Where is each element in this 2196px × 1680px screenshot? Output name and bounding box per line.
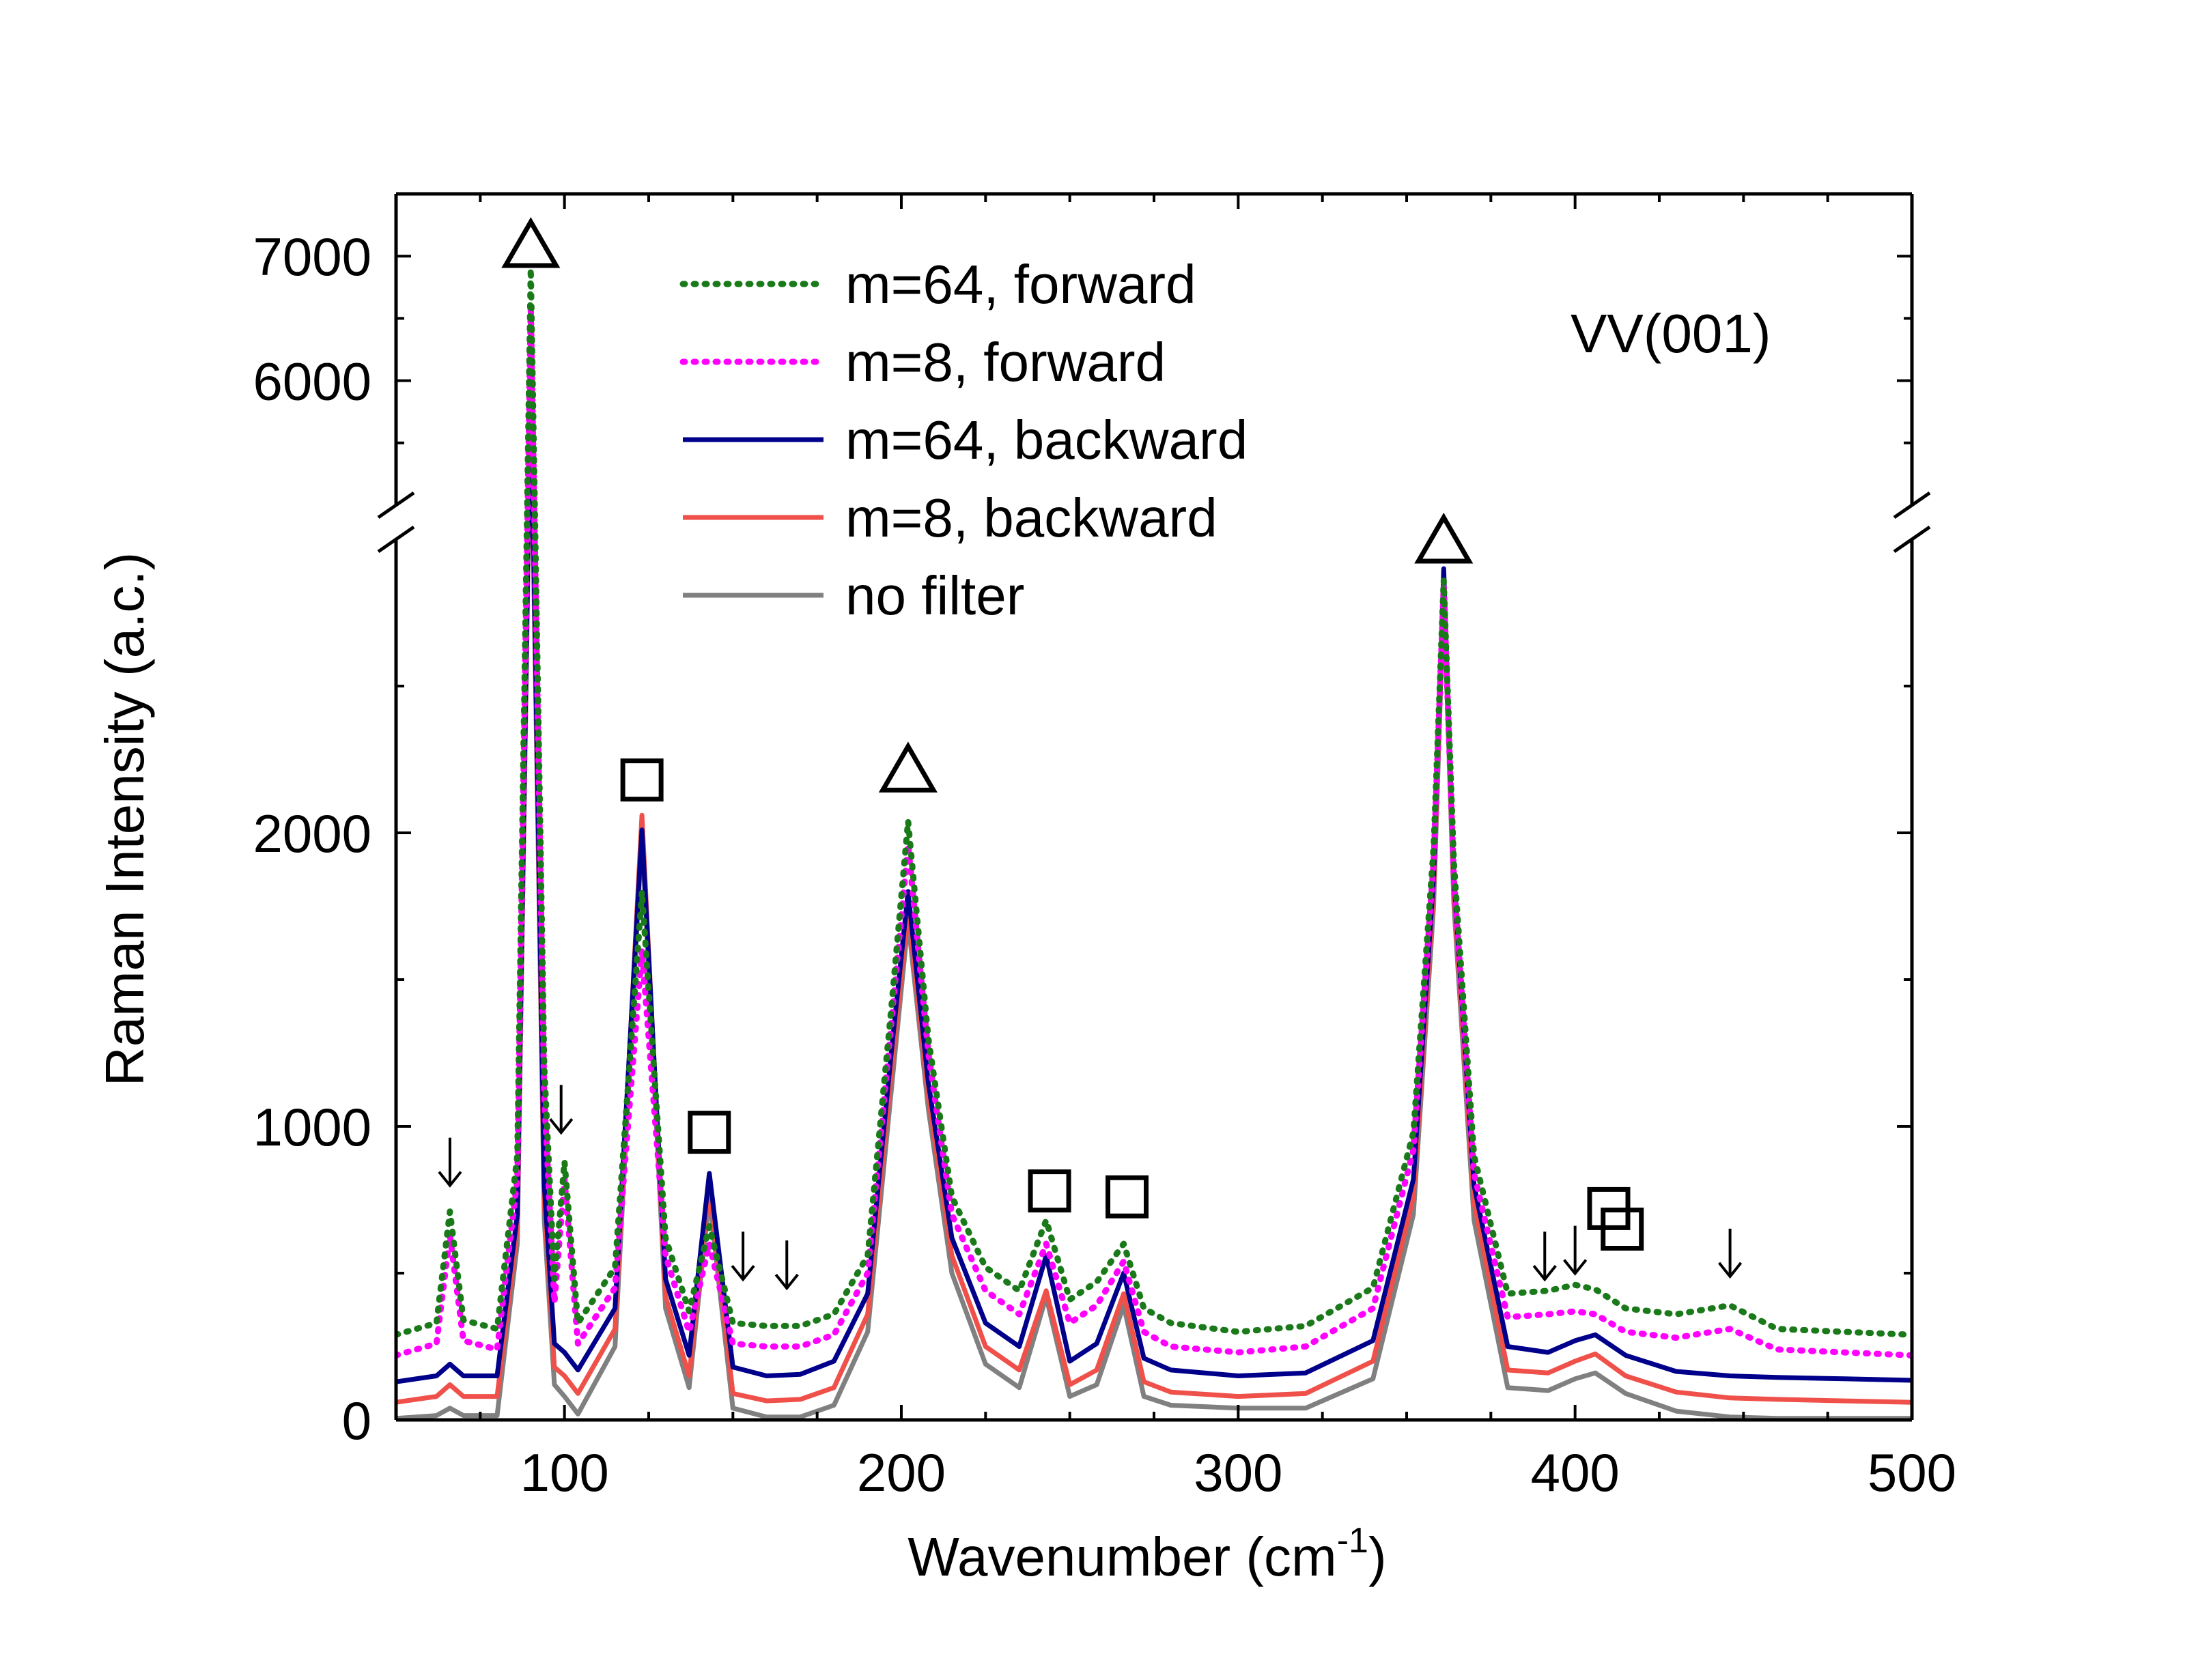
triangle-marker-6 (1414, 513, 1474, 564)
legend-label: m=8, forward (845, 332, 1166, 393)
right-break-mark-upper (1893, 491, 1931, 519)
y-axis-title: Raman Intensity (a.c.) (94, 552, 155, 1087)
x-tick-label: 400 (1531, 1442, 1620, 1503)
y-tick-label: 2000 (253, 803, 371, 864)
series-line-no-filter (396, 390, 1912, 1420)
square-marker-5 (1106, 1175, 1149, 1219)
legend-label: no filter (845, 565, 1024, 626)
series-line-m-8-forward (396, 302, 1912, 1358)
square-marker-8 (1601, 1208, 1644, 1251)
legend: m=64, forward m=8, forward m=64, backward m… (679, 254, 1248, 626)
series-line-m-64-backward (396, 372, 1912, 1384)
series-line-m-64-forward (396, 265, 1912, 1338)
x-tick-label: 200 (857, 1442, 946, 1503)
y-tick-label: 6000 (253, 352, 371, 412)
series-line-m-8-backward (396, 378, 1912, 1405)
right-break-mark-lower (1893, 525, 1931, 554)
arrow-marker-head-13 (1532, 1264, 1557, 1282)
x-axis-title: Wavenumber (cm-1) (907, 1521, 1386, 1587)
legend-label: m=64, backward (845, 410, 1248, 470)
arrow-marker-head-10 (549, 1117, 574, 1135)
legend-label: m=8, backward (845, 487, 1217, 548)
triangle-marker-0 (501, 216, 561, 268)
arrow-marker-head-9 (438, 1171, 462, 1188)
series-layer (396, 265, 1912, 1420)
y-tick-label: 7000 (253, 227, 371, 287)
square-marker-2 (688, 1111, 731, 1154)
marker-layer (438, 216, 1743, 1291)
arrow-marker-head-15 (1718, 1262, 1743, 1279)
y-tick-label: 0 (342, 1391, 371, 1451)
x-tick-label: 500 (1868, 1442, 1956, 1503)
x-tick-label: 300 (1194, 1442, 1282, 1503)
arrow-marker-head-12 (774, 1273, 799, 1291)
legend-label: m=64, forward (845, 254, 1196, 315)
square-marker-1 (620, 758, 664, 802)
left-break-mark-lower (377, 525, 415, 554)
square-marker-4 (1028, 1169, 1071, 1213)
x-axis-title-main: Wavenumber (cm (907, 1526, 1336, 1587)
arrow-marker-head-11 (731, 1264, 755, 1282)
panel-label: VV(001) (1571, 303, 1771, 364)
triangle-marker-3 (878, 741, 938, 793)
axis-layer: 100 200 300 400 500 0 1000 2000 6000 7000 (253, 192, 1956, 1503)
left-break-mark-upper (377, 491, 415, 519)
arrow-marker-head-14 (1563, 1259, 1588, 1276)
x-axis-title-end: ) (1368, 1526, 1387, 1587)
x-axis-title-superscript: -1 (1337, 1521, 1368, 1561)
x-tick-label: 100 (520, 1442, 609, 1503)
y-tick-label: 1000 (253, 1097, 371, 1157)
